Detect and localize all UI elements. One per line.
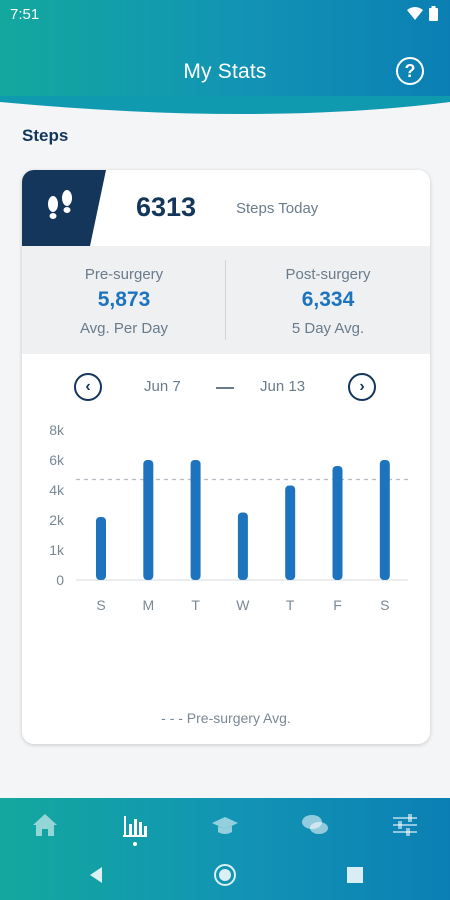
date-range-separator: [216, 387, 234, 389]
recents-icon[interactable]: [343, 863, 367, 887]
previous-week-button[interactable]: ‹: [74, 373, 102, 401]
bar-2: [190, 460, 201, 580]
y-tick-label: 4k: [49, 482, 65, 498]
battery-icon: [429, 6, 438, 21]
chevron-right-icon: ›: [359, 378, 365, 395]
footprints-icon: [22, 170, 106, 246]
status-bar: 7:51: [0, 0, 450, 28]
system-navigation: [0, 850, 450, 900]
y-tick-label: 6k: [49, 452, 65, 468]
status-icons: [407, 6, 438, 21]
bar-5: [332, 466, 343, 580]
pre-surgery-value: 5,873: [97, 288, 151, 311]
status-time: 7:51: [10, 6, 40, 23]
back-icon[interactable]: [84, 863, 108, 887]
active-tab-indicator: [133, 842, 137, 846]
home-circle-icon[interactable]: [213, 863, 237, 887]
date-navigator: ‹ Jun 7 Jun 13 ›: [22, 370, 430, 404]
date-range-end: Jun 13: [260, 378, 306, 395]
next-week-button[interactable]: ›: [348, 373, 376, 401]
header-curve: [0, 96, 450, 136]
x-tick-label: S: [380, 597, 389, 613]
chevron-left-icon: ‹: [85, 378, 91, 395]
steps-today-label: Steps Today: [236, 200, 319, 217]
graduation-cap-icon[interactable]: [210, 810, 240, 840]
x-tick-label: F: [333, 597, 342, 613]
post-surgery-sub: 5 Day Avg.: [291, 320, 365, 337]
x-tick-label: S: [96, 597, 105, 613]
help-button[interactable]: ?: [396, 57, 424, 85]
y-tick-label: 1k: [49, 542, 65, 558]
bar-6: [379, 460, 390, 580]
comparison-panel: Pre-surgery 5,873 Avg. Per Day Post-surg…: [22, 246, 430, 354]
bar-1: [143, 460, 154, 580]
x-tick-label: W: [236, 597, 250, 613]
help-circle-icon: ?: [404, 61, 416, 81]
post-surgery-value: 6,334: [301, 288, 355, 311]
sliders-icon[interactable]: [390, 810, 420, 840]
wifi-icon: [407, 6, 423, 20]
x-tick-label: M: [142, 597, 154, 613]
comparison-divider: [225, 260, 226, 340]
post-surgery-label: Post-surgery: [285, 266, 371, 283]
y-tick-label: 2k: [49, 512, 65, 528]
steps-card: 6313 Steps Today Pre-surgery 5,873 Avg. …: [22, 170, 430, 744]
chat-icon[interactable]: [300, 810, 330, 840]
x-tick-label: T: [191, 597, 200, 613]
pre-surgery-label: Pre-surgery: [84, 266, 164, 283]
page-title: My Stats: [183, 60, 267, 83]
y-tick-label: 8k: [49, 422, 65, 438]
bar-0: [96, 517, 106, 580]
section-title: Steps: [22, 126, 69, 145]
today-row: 6313 Steps Today: [22, 170, 430, 246]
home-icon[interactable]: [30, 810, 60, 840]
bottom-navigation: [0, 798, 450, 850]
date-range-start: Jun 7: [144, 378, 181, 395]
bar-chart-icon[interactable]: [120, 810, 150, 840]
chart-legend: - - - Pre-surgery Avg.: [161, 710, 291, 726]
bar-4: [285, 485, 296, 580]
bar-3: [237, 512, 248, 580]
steps-today-count: 6313: [136, 192, 197, 222]
x-tick-label: T: [286, 597, 295, 613]
pre-surgery-stat: Pre-surgery 5,873 Avg. Per Day: [22, 246, 226, 354]
y-tick-label: 0: [56, 572, 64, 588]
steps-bar-chart: 0 1k 2k 4k 6k 8k S M T W T F S: [49, 422, 408, 613]
post-surgery-stat: Post-surgery 6,334 5 Day Avg.: [226, 246, 430, 354]
pre-surgery-sub: Avg. Per Day: [79, 320, 169, 337]
